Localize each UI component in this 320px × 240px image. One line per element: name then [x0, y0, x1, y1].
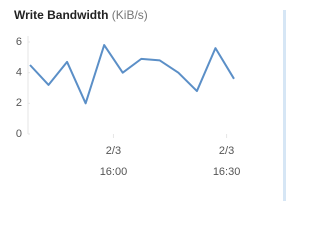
y-tick-label: 6	[16, 36, 22, 48]
chart-title: Write Bandwidth (KiB/s)	[14, 8, 148, 22]
unit-text: (KiB/s)	[112, 8, 148, 22]
data-line	[29, 44, 235, 105]
x-tick-label: 2/3	[219, 145, 234, 157]
side-panel-edge	[283, 10, 286, 201]
y-tick-label: 4	[16, 67, 22, 79]
x-tick-sublabel: 16:30	[213, 166, 241, 178]
x-tick-sublabel: 16:00	[100, 166, 128, 178]
title-text: Write Bandwidth	[14, 8, 108, 22]
chart: Write Bandwidth (KiB/s) 0 2 4 6 2/3 16:00 2/3 1…	[14, 8, 286, 201]
y-tick-label: 2	[16, 97, 22, 109]
y-tick-label: 0	[16, 128, 22, 140]
x-tick-label: 2/3	[106, 145, 121, 157]
page: {"chart_data": {"type": "line", "title":…	[14, 8, 286, 201]
